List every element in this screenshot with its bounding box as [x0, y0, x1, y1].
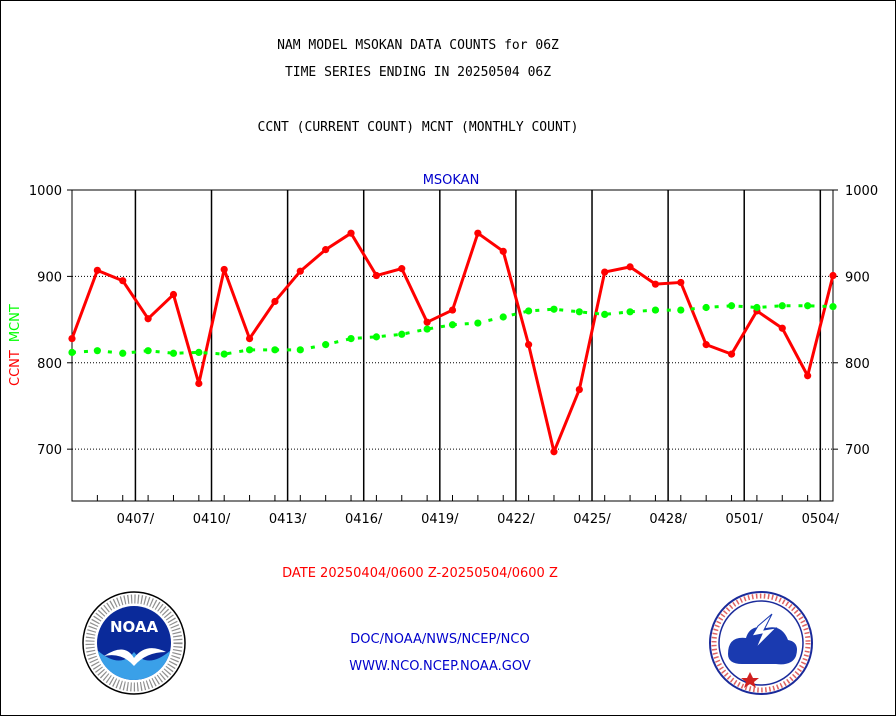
data-point-mcnt: [677, 306, 685, 314]
data-point-ccnt: [575, 385, 583, 394]
grid-layer: [72, 190, 833, 501]
data-point-ccnt: [68, 334, 76, 343]
data-point-ccnt: [727, 350, 736, 358]
data-point-mcnt: [727, 302, 736, 310]
data-point-mcnt: [804, 302, 812, 310]
y-tick-label-right: 1000: [845, 184, 878, 199]
data-point-mcnt: [372, 333, 380, 341]
y-axis-label-ccnt: CCNT: [8, 350, 23, 386]
data-point-ccnt: [474, 229, 482, 237]
noaa-logo-text: NOAA: [110, 618, 159, 636]
x-tick-label: 0416/: [345, 512, 383, 527]
data-point-mcnt: [601, 310, 609, 318]
x-tick-label: 0428/: [649, 512, 687, 527]
data-point-mcnt: [525, 307, 533, 315]
org-credit: DOC/NOAA/NWS/NCEP/NCO: [350, 632, 530, 647]
y-tick-label-right: 700: [845, 443, 870, 458]
axis-layer: [67, 189, 838, 502]
y-tick-label-right: 900: [845, 270, 870, 285]
data-point-ccnt: [398, 265, 406, 273]
y-axis-label: CCNT MCNT: [8, 304, 23, 386]
plot-border: [71, 189, 834, 502]
x-tick-label: 0419/: [421, 512, 459, 527]
x-tick-label: 0425/: [573, 512, 611, 527]
data-point-mcnt: [829, 303, 837, 311]
data-point-mcnt: [271, 346, 279, 354]
data-point-ccnt: [322, 246, 330, 254]
x-tick-label: 0410/: [193, 512, 231, 527]
data-point-mcnt: [169, 349, 178, 357]
data-point-mcnt: [702, 303, 710, 312]
data-point-ccnt: [804, 372, 812, 380]
data-point-ccnt: [347, 229, 355, 237]
data-point-mcnt: [220, 350, 228, 358]
data-point-ccnt: [601, 268, 609, 276]
series-line-ccnt: [70, 231, 835, 454]
data-point-ccnt: [677, 278, 685, 287]
data-point-ccnt: [119, 277, 127, 285]
data-point-ccnt: [93, 266, 101, 274]
y-tick-label-left: 1000: [29, 184, 62, 199]
data-point-mcnt: [550, 305, 558, 313]
data-point-ccnt: [651, 280, 660, 288]
data-point-ccnt: [829, 271, 837, 280]
data-point-ccnt: [372, 271, 380, 280]
data-point-mcnt: [575, 308, 583, 316]
data-point-mcnt: [651, 306, 660, 314]
y-tick-label-left: 900: [37, 270, 62, 285]
data-point-mcnt: [296, 346, 304, 354]
data-point-mcnt: [144, 347, 152, 355]
x-tick-label: 0501/: [725, 512, 763, 527]
data-point-mcnt: [423, 325, 431, 333]
data-point-mcnt: [474, 319, 482, 327]
data-point-ccnt: [271, 297, 279, 306]
data-point-ccnt: [423, 318, 431, 326]
series-layer: [68, 229, 837, 456]
data-point-ccnt: [626, 263, 634, 271]
data-point-ccnt: [220, 265, 228, 274]
chart-title-line2: TIME SERIES ENDING IN 20250504 06Z: [284, 65, 552, 80]
data-point-ccnt: [245, 334, 254, 343]
data-point-mcnt: [68, 348, 76, 357]
data-point-mcnt: [753, 303, 761, 312]
x-tick-label: 0407/: [117, 512, 155, 527]
station-label: MSOKAN: [423, 173, 480, 188]
data-point-ccnt: [525, 341, 533, 349]
data-point-mcnt: [119, 349, 127, 357]
x-tick-label: 0504/: [802, 512, 840, 527]
data-point-mcnt: [322, 341, 330, 349]
data-point-mcnt: [448, 321, 457, 329]
y-axis-label-mcnt: MCNT: [8, 304, 23, 342]
data-point-mcnt: [195, 348, 203, 357]
data-point-mcnt: [93, 347, 101, 355]
data-point-mcnt: [398, 330, 406, 338]
website-link[interactable]: WWW.NCO.NCEP.NOAA.GOV: [349, 659, 531, 674]
data-point-ccnt: [195, 379, 203, 388]
y-tick-label-right: 800: [845, 357, 870, 372]
data-point-ccnt: [144, 315, 152, 323]
data-point-mcnt: [347, 334, 355, 343]
data-point-mcnt: [499, 313, 507, 321]
data-point-ccnt: [448, 306, 457, 314]
data-point-mcnt: [245, 346, 254, 354]
data-point-mcnt: [778, 302, 786, 310]
x-tick-label: 0413/: [269, 512, 307, 527]
data-point-ccnt: [778, 324, 786, 332]
x-tick-label: 0422/: [497, 512, 535, 527]
data-point-ccnt: [550, 448, 558, 456]
data-point-mcnt: [626, 308, 634, 316]
y-tick-label-left: 700: [37, 443, 62, 458]
chart-title-line1: NAM MODEL MSOKAN DATA COUNTS for 06Z: [277, 38, 559, 53]
noaa-logo-icon: NOAA: [80, 590, 190, 700]
data-point-ccnt: [169, 290, 178, 299]
data-point-ccnt: [296, 267, 304, 275]
data-point-ccnt: [499, 247, 507, 255]
y-tick-label-left: 800: [37, 357, 62, 372]
date-range-label: DATE 20250404/0600 Z-20250504/0600 Z: [282, 566, 558, 581]
label-layer: 700 700 800 800 900 900 1000 1000 0407/0410/0413…: [8, 173, 878, 527]
data-point-ccnt: [702, 341, 710, 349]
chart-subtitle: CCNT (CURRENT COUNT) MCNT (MONTHLY COUNT…: [257, 120, 579, 135]
nws-logo-icon: [706, 590, 816, 700]
